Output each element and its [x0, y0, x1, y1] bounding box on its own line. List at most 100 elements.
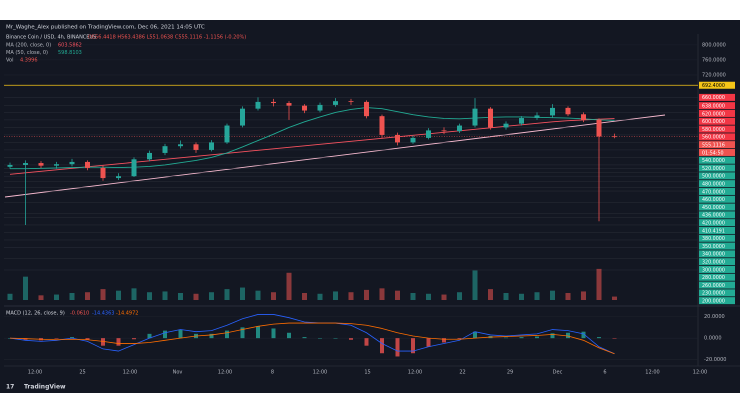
candle-body [519, 118, 524, 124]
volume-bar [286, 272, 292, 300]
alert-label-box [699, 81, 735, 89]
histogram-bar [442, 338, 446, 343]
histogram-bar [101, 338, 105, 346]
macd-legend-value: -14.4363 [92, 311, 114, 317]
publish-header: Mr_Waghe_Alex published on TradingView.c… [6, 25, 205, 31]
volume-bar [596, 268, 602, 300]
volume-bar [23, 276, 28, 300]
histogram-bar [395, 338, 400, 357]
price-level-label: 200.0000 [702, 298, 725, 304]
candle-body [457, 125, 462, 132]
histogram-bar [132, 338, 136, 340]
volume-bar [302, 293, 307, 300]
candle-body [131, 159, 137, 177]
alert-label: 692.4000 [702, 83, 725, 89]
price-level-label-box [699, 164, 735, 172]
histogram-bar [581, 331, 586, 339]
x-tick-label: 12:00 [313, 370, 327, 376]
price-level-label-box [699, 109, 735, 117]
candle-body [534, 115, 540, 119]
volume-bar [519, 293, 524, 300]
volume-bar [209, 292, 214, 300]
x-tick-label: Nov [173, 370, 183, 376]
volume-bar [333, 291, 338, 300]
volume-bar [410, 293, 416, 300]
histogram-bar [209, 333, 214, 339]
volume-bar [69, 293, 75, 300]
candle-body [255, 101, 261, 109]
volume-bar [100, 289, 106, 300]
volume-bar [550, 290, 555, 300]
candle-body [100, 167, 106, 179]
volume-bar [534, 292, 540, 300]
ohlc-legend: O556.4418 H563.4386 L551.0638 C555.1116 … [88, 35, 246, 41]
price-level-label-box [699, 125, 735, 133]
volume-bar [581, 291, 586, 300]
legend-name: Vol [6, 58, 13, 64]
histogram-bar [333, 338, 338, 339]
trend-line [4, 114, 666, 198]
y-tick-label: 0.0000 [704, 336, 722, 342]
y-tick-label: 760.0000 [702, 57, 726, 63]
price-level-label-box [699, 234, 735, 242]
price-level-label: 350.0000 [702, 244, 725, 250]
x-tick-label: 8 [271, 370, 274, 376]
price-level-label-box [699, 226, 735, 234]
price-level-label-box [699, 203, 735, 211]
volume-bar [54, 294, 59, 300]
price-level-label: 540.0000 [702, 158, 725, 164]
histogram-bar [287, 332, 291, 339]
x-tick-label: 22 [459, 370, 465, 376]
candle-body [209, 142, 214, 150]
x-tick-label: 12:00 [645, 370, 659, 376]
countdown-label: 01:54:50 [702, 150, 724, 156]
price-level-label: 230.0000 [702, 291, 725, 297]
moving-average-line [9, 118, 615, 175]
volume-bar [472, 270, 478, 300]
price-level-label: 470.0000 [702, 189, 725, 195]
countdown-label-box [699, 148, 735, 156]
candle-body [23, 163, 28, 165]
volume-bar [348, 292, 354, 300]
x-tick-label: 12:00 [218, 370, 232, 376]
volume-bar [38, 295, 44, 300]
volume-bar [503, 293, 509, 300]
price-level-label-box [699, 297, 735, 305]
candle-body [193, 144, 199, 150]
candle-body [286, 103, 292, 106]
y-tick-label: -20.0000 [704, 357, 726, 363]
histogram-bar [597, 337, 601, 339]
price-level-label: 436.0000 [702, 213, 725, 219]
price-level-label: 420.0000 [702, 220, 725, 226]
x-tick-label: Dec [553, 370, 563, 376]
histogram-bar [612, 338, 617, 339]
price-level-label: 560.0000 [702, 135, 725, 141]
volume-bar [224, 289, 230, 300]
candle-body [38, 163, 44, 166]
price-level-label: 410.4191 [702, 228, 725, 234]
price-level-label-box [699, 281, 735, 289]
current-price-label-box [699, 141, 735, 149]
price-level-label: 450.0000 [702, 205, 725, 211]
histogram-bar [535, 336, 539, 339]
price-level-label-box [699, 258, 735, 266]
histogram-bar [349, 338, 353, 340]
legend-value: 4.3996 [20, 58, 38, 64]
histogram-bar [85, 338, 90, 340]
price-level-label: 600.0000 [702, 119, 725, 125]
legend-value: 598.8103 [58, 50, 82, 56]
price-level-label: 380.0000 [702, 236, 725, 242]
histogram-bar [411, 338, 415, 354]
price-level-label: 638.0000 [702, 103, 725, 109]
candle-body [395, 134, 400, 143]
candle-body [178, 144, 183, 147]
price-level-label-box [699, 156, 735, 164]
price-level-label: 500.0000 [702, 174, 725, 180]
legend-title: Binance Coin / USD, 4h, BINANCEUS [6, 35, 96, 41]
price-level-label: 660.0000 [702, 95, 725, 101]
x-tick-label: 12:00 [28, 370, 42, 376]
x-tick-label: 12:00 [408, 370, 422, 376]
chart-background [0, 20, 740, 393]
